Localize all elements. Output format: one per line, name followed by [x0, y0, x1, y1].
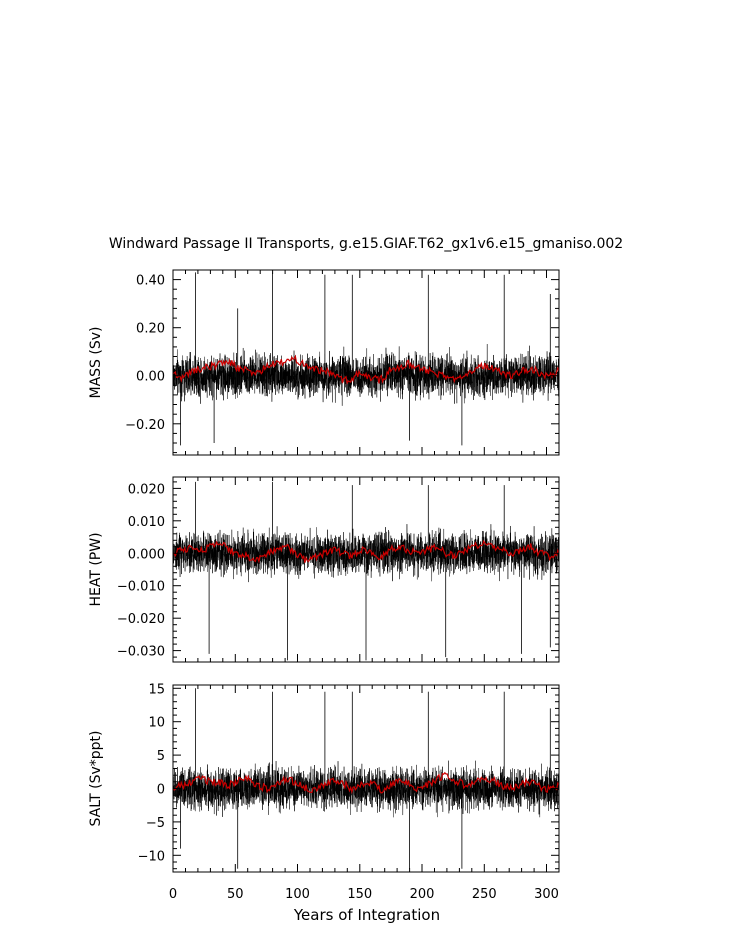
heat-monthly-noise — [173, 481, 559, 661]
salt-ytick-label: 5 — [157, 749, 165, 764]
salt-ylabel: SALT (Sv*ppt) — [88, 731, 104, 827]
salt-ytick-label: 15 — [148, 682, 165, 697]
panel-heat: 0.020 0.010 0.000 −0.010 −0.020 −0.030 HEAT (P… — [88, 476, 560, 663]
mass-ytick-label: −0.20 — [125, 418, 165, 433]
mass-plot-frame — [172, 269, 560, 456]
chart-title: Windward Passage II Transports, g.e15.GI… — [109, 236, 623, 252]
mass-monthly-noise — [173, 272, 559, 446]
heat-plot-frame — [172, 476, 560, 663]
mass-ytick-label: 0.00 — [136, 370, 165, 385]
x-tick-label-200: 200 — [410, 887, 435, 902]
heat-ytick-label: −0.030 — [117, 645, 165, 660]
heat-ytick-label: −0.010 — [117, 580, 165, 595]
heat-ylabel: HEAT (PW) — [88, 532, 104, 606]
heat-monthly-series — [173, 524, 559, 583]
heat-ytick-label: 0.020 — [128, 482, 165, 497]
mass-ytick-label: 0.40 — [136, 274, 165, 289]
salt-monthly-noise — [173, 688, 559, 869]
salt-ytick-label: 0 — [157, 783, 165, 798]
heat-ytick-label: 0.000 — [128, 547, 165, 562]
mass-ylabel: MASS (Sv) — [88, 327, 104, 399]
salt-monthly-series — [173, 760, 559, 818]
salt-annual-series — [173, 771, 559, 795]
panel-salt: 15 10 5 0 −5 −10 SALT (Sv*ppt) — [88, 682, 560, 873]
x-tick-label-250: 250 — [472, 887, 497, 902]
x-tick-label-300: 300 — [534, 887, 559, 902]
x-tick-label-50: 50 — [227, 887, 244, 902]
x-axis-label: Years of Integration — [293, 906, 440, 924]
x-tick-label-150: 150 — [347, 887, 372, 902]
panel-mass: 0.40 0.20 0.00 −0.20 MASS (Sv) — [88, 269, 560, 456]
mass-annual-series — [173, 354, 559, 385]
heat-annual-series — [173, 539, 559, 564]
heat-ytick-label: 0.010 — [128, 515, 165, 530]
salt-plot-frame — [172, 684, 560, 873]
salt-ytick-label: −10 — [138, 849, 165, 864]
salt-ytick-label: 10 — [148, 716, 165, 731]
mass-ytick-label: 0.20 — [136, 322, 165, 337]
mass-monthly-series — [173, 344, 559, 406]
salt-ytick-label: −5 — [146, 816, 165, 831]
x-tick-label-0: 0 — [169, 887, 177, 902]
x-tick-label-100: 100 — [285, 887, 310, 902]
heat-ytick-label: −0.020 — [117, 612, 165, 627]
